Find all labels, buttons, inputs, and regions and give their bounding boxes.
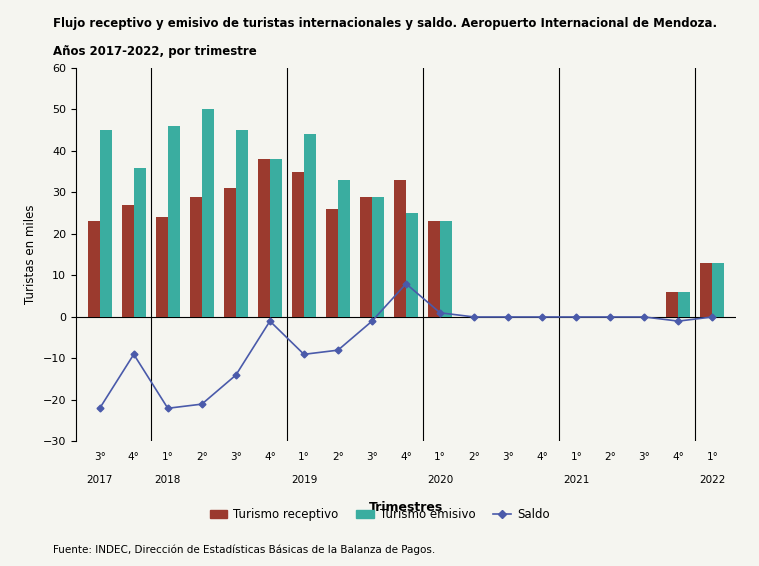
Text: 1°: 1° (298, 452, 310, 462)
Text: Trimestres: Trimestres (369, 501, 443, 514)
Bar (258, 159, 270, 317)
Text: 4°: 4° (672, 452, 685, 462)
Text: 3°: 3° (230, 452, 242, 462)
Bar (270, 159, 282, 317)
Text: 1°: 1° (434, 452, 446, 462)
Text: 4°: 4° (128, 452, 140, 462)
Text: 1°: 1° (570, 452, 582, 462)
Bar (202, 109, 214, 317)
Text: Años 2017-2022, por trimestre: Años 2017-2022, por trimestre (53, 45, 257, 58)
Bar (440, 221, 452, 317)
Bar (190, 196, 202, 317)
Text: 3°: 3° (638, 452, 650, 462)
Bar (338, 180, 350, 317)
Bar (236, 130, 247, 317)
Text: Flujo receptivo y emisivo de turistas internacionales y saldo. Aeropuerto Intern: Flujo receptivo y emisivo de turistas in… (53, 17, 717, 30)
Text: 3°: 3° (94, 452, 106, 462)
Bar (406, 213, 418, 317)
Bar (99, 130, 112, 317)
Text: 2°: 2° (332, 452, 344, 462)
Bar (224, 188, 236, 317)
Text: 4°: 4° (400, 452, 412, 462)
Bar (360, 196, 372, 317)
Bar (372, 196, 384, 317)
Bar (713, 263, 724, 317)
Bar (679, 292, 690, 317)
Text: 2°: 2° (468, 452, 480, 462)
Text: Fuente: INDEC, Dirección de Estadísticas Básicas de la Balanza de Pagos.: Fuente: INDEC, Dirección de Estadísticas… (53, 544, 436, 555)
Bar (156, 217, 168, 317)
Bar (701, 263, 713, 317)
Text: 2019: 2019 (291, 475, 317, 484)
Bar (292, 171, 304, 317)
Y-axis label: Turistas en miles: Turistas en miles (24, 205, 37, 305)
Text: 4°: 4° (264, 452, 276, 462)
Bar (134, 168, 146, 317)
Text: 2022: 2022 (699, 475, 726, 484)
Bar (428, 221, 440, 317)
Text: 3°: 3° (366, 452, 378, 462)
Bar (122, 205, 134, 317)
Legend: Turismo receptivo, Turismo emisivo, Saldo: Turismo receptivo, Turismo emisivo, Sald… (205, 504, 554, 526)
Bar (666, 292, 679, 317)
Text: 2020: 2020 (427, 475, 453, 484)
Bar (304, 134, 316, 317)
Text: 2°: 2° (196, 452, 208, 462)
Bar (88, 221, 99, 317)
Text: 4°: 4° (537, 452, 548, 462)
Text: 3°: 3° (502, 452, 514, 462)
Text: 2018: 2018 (155, 475, 181, 484)
Text: 1°: 1° (162, 452, 174, 462)
Bar (394, 180, 406, 317)
Text: 2017: 2017 (87, 475, 113, 484)
Text: 2021: 2021 (563, 475, 590, 484)
Text: 2°: 2° (604, 452, 616, 462)
Bar (326, 209, 338, 317)
Bar (168, 126, 180, 317)
Text: 1°: 1° (707, 452, 718, 462)
